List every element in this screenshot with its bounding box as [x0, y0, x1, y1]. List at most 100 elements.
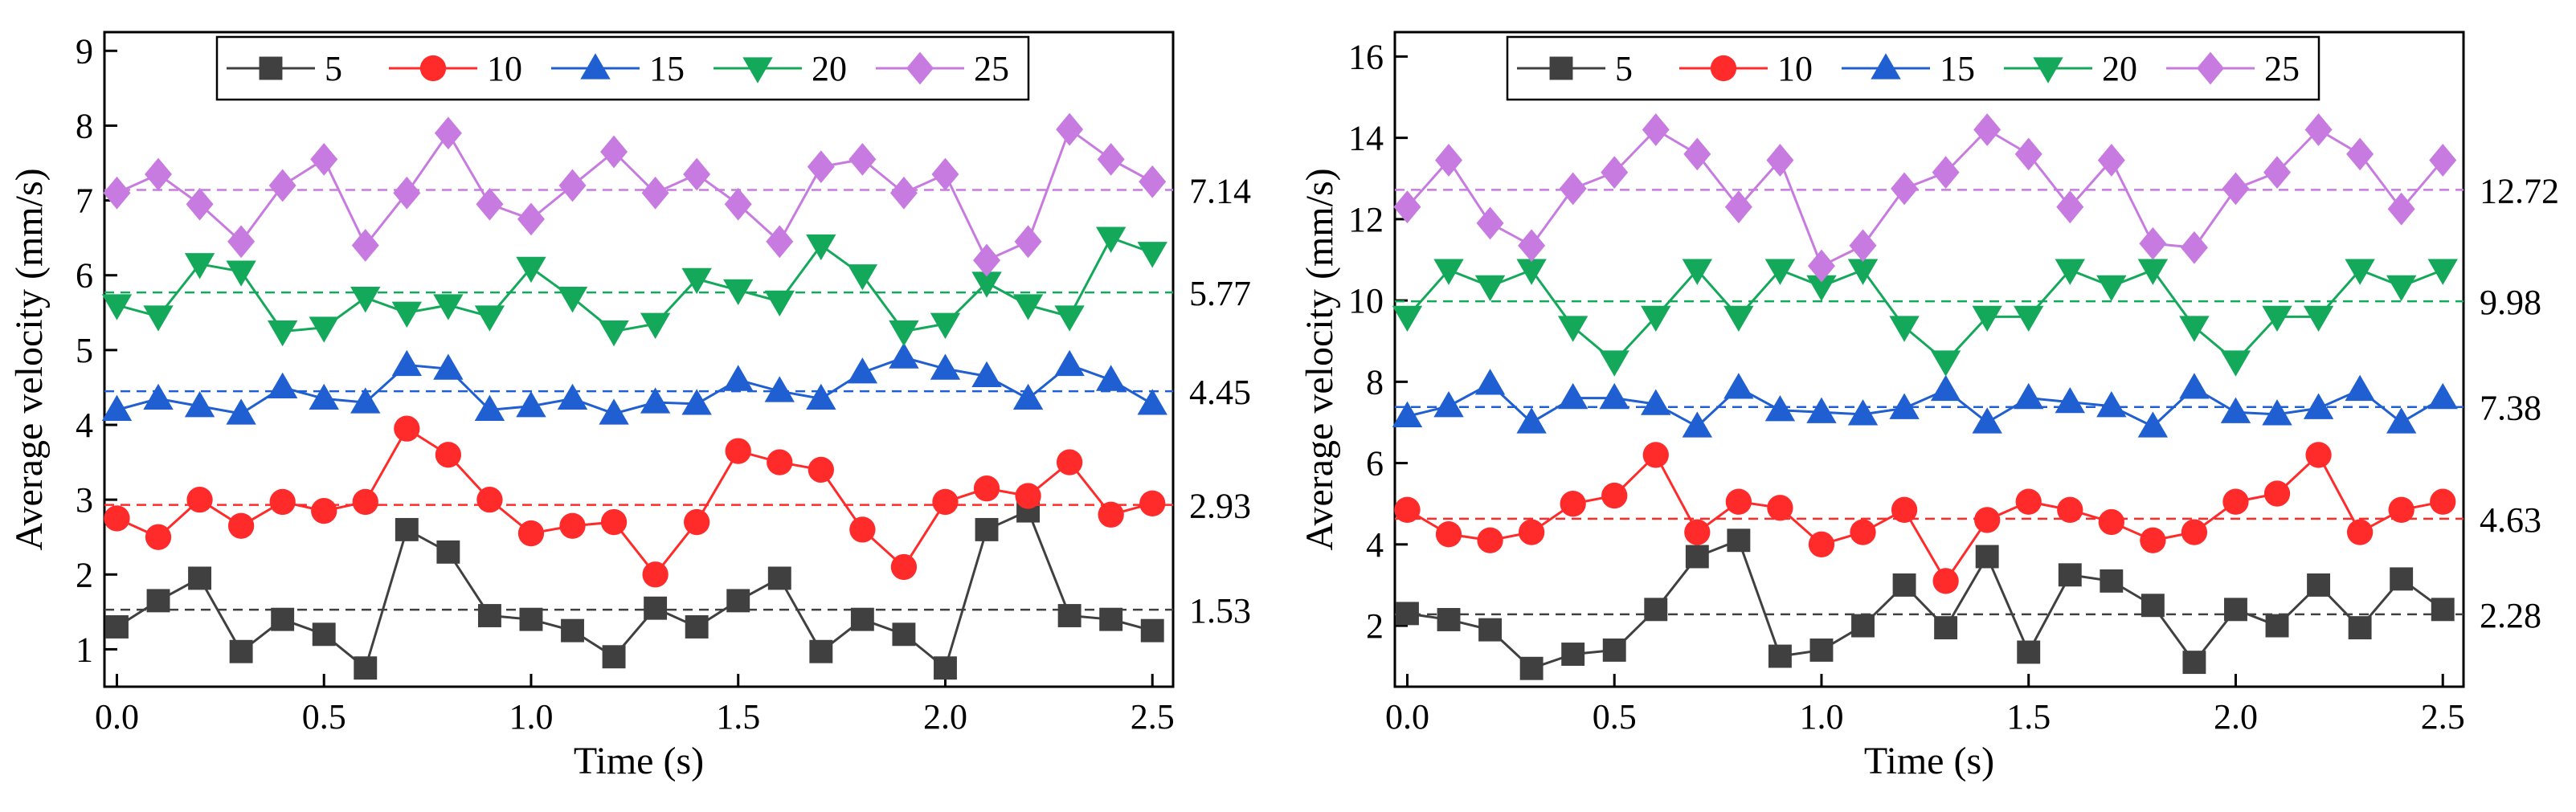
data-point: [1851, 614, 1875, 638]
data-point: [101, 294, 133, 320]
data-point: [311, 497, 337, 524]
data-point: [1892, 573, 1916, 597]
data-point: [1849, 229, 1877, 263]
data-point: [271, 607, 295, 631]
data-point: [2014, 137, 2042, 171]
data-point: [1557, 316, 1589, 342]
data-point: [1601, 156, 1629, 190]
data-point: [1972, 407, 2002, 434]
x-tick-label: 1.0: [509, 697, 553, 737]
series-25: [1393, 113, 2464, 283]
data-point: [600, 135, 628, 169]
legend-marker: [580, 53, 611, 80]
data-point: [433, 294, 464, 320]
data-point: [1847, 399, 1879, 426]
legend-label: 20: [2102, 49, 2137, 88]
x-tick-label: 2.5: [2421, 697, 2465, 737]
data-point: [1140, 618, 1164, 643]
plot-frame: [1393, 31, 2465, 688]
right-chart: 2 4 6 8 10 12 14 16 0.0 0.5 1.0 1.5 2.0 2.5 Time (s) Av…: [1298, 31, 2559, 782]
y-tick-label: 1: [76, 630, 93, 669]
x-tick-label: 0.5: [1593, 697, 1637, 737]
data-point: [723, 365, 754, 391]
y-tick-label: 14: [1348, 119, 1384, 158]
series-20: [1392, 259, 2464, 377]
data-point: [723, 279, 754, 306]
y-tick-label: 16: [1348, 37, 1384, 76]
data-point: [1518, 229, 1546, 263]
data-point: [1056, 112, 1084, 146]
mean-value-label: 1.53: [1189, 591, 1251, 630]
legend-marker: [2197, 51, 2224, 85]
data-point: [1476, 206, 1504, 240]
data-point: [2220, 397, 2251, 423]
data-point: [1932, 568, 1959, 594]
data-point: [2179, 316, 2210, 342]
data-point: [1682, 259, 1713, 285]
data-point: [1932, 156, 1960, 190]
y-tick-label: 2: [1366, 606, 1384, 646]
data-point: [971, 361, 1002, 388]
data-point: [1727, 528, 1751, 553]
mean-value-label: 2.28: [2480, 596, 2541, 635]
left-chart: 1 2 3 4 5 6 7 8 9 0.0 0.5 1.0 1.5 2.0 2.5 Time (s) Avera…: [8, 31, 1251, 782]
x-tick-label: 0.0: [95, 697, 139, 737]
series-20: [101, 226, 1173, 347]
data-point: [1764, 259, 1796, 285]
data-point: [726, 589, 750, 613]
legend-marker: [1871, 53, 1901, 80]
data-point: [229, 639, 253, 663]
data-point: [2017, 640, 2041, 664]
mean-value-label: 4.45: [1189, 373, 1251, 412]
data-point: [1768, 644, 1792, 668]
mean-value-label: 7.38: [2480, 389, 2541, 428]
data-point: [226, 260, 256, 287]
data-point: [1806, 275, 1837, 302]
data-point: [1683, 137, 1711, 171]
data-point: [1393, 190, 1421, 224]
x-axis-title: Time (s): [574, 740, 704, 782]
data-point: [806, 383, 836, 410]
data-point: [312, 622, 336, 647]
data-point: [1015, 483, 1041, 509]
data-point: [973, 243, 1001, 277]
data-point: [1724, 190, 1752, 224]
y-tick-label: 8: [76, 106, 93, 145]
data-point: [2181, 519, 2208, 545]
legend-label: 15: [1940, 49, 1975, 88]
legend-marker: [259, 56, 283, 80]
data-point: [557, 383, 588, 410]
legend-marker: [742, 57, 773, 84]
data-point: [2345, 259, 2375, 285]
legend-label: 25: [974, 49, 1009, 88]
data-point: [393, 176, 421, 210]
data-point: [186, 486, 213, 513]
series-line-25: [116, 127, 1153, 263]
data-point: [1054, 305, 1085, 332]
data-point: [890, 553, 918, 581]
data-point: [474, 305, 505, 332]
data-point: [847, 357, 878, 384]
data-point: [143, 305, 174, 332]
data-point: [1012, 294, 1044, 320]
data-point: [2386, 275, 2417, 302]
data-point: [2262, 305, 2292, 333]
data-point: [1601, 482, 1628, 509]
data-point: [2055, 259, 2085, 285]
series-5: [104, 499, 1173, 680]
data-point: [1725, 488, 1752, 515]
data-point: [848, 142, 877, 176]
legend-entry-10: 10: [1679, 49, 1813, 88]
data-point: [1392, 401, 1423, 427]
data-point: [1644, 598, 1668, 622]
data-point: [352, 488, 378, 516]
data-point: [1930, 350, 1961, 377]
x-tick-label: 0.5: [302, 697, 346, 737]
data-point: [599, 398, 629, 425]
y-axis-title: Average velocity (mm/s): [8, 168, 51, 550]
data-point: [2182, 651, 2206, 675]
data-point: [517, 520, 545, 547]
data-point: [2100, 569, 2124, 593]
y-tick-label: 5: [76, 331, 93, 370]
series-10: [1394, 442, 2464, 594]
